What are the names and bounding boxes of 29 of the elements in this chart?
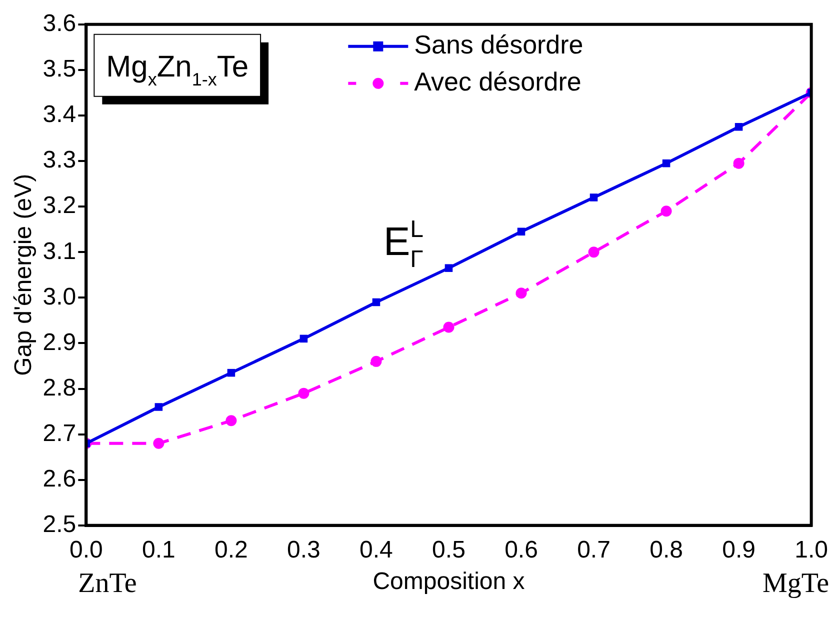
y-tick-label: 3.0 [42,283,76,310]
y-tick-label: 3.6 [42,10,76,38]
x-tick-label: 0.1 [142,536,176,564]
text: MgTe [762,568,830,599]
x-tick-label: 0.8 [650,536,683,564]
x-tick-label: 0.9 [722,536,756,564]
x-tick-label: 0.5 [432,536,466,564]
legend-label: Sans désordre [414,30,584,60]
text: ZnTe [78,568,137,599]
y-tick-label: 2.9 [42,328,76,356]
legend-label: Avec désordre [414,66,582,97]
y-tick-label: 3.4 [42,101,76,128]
x-tick-label: 1.0 [794,536,828,564]
y-tick-label: 3.5 [42,56,76,83]
y-tick-label: 2.5 [42,511,76,538]
x-tick-label: 0.4 [360,536,393,564]
y-tick-label: 2.8 [42,374,76,402]
x-tick-label: 0.3 [287,536,320,564]
x-tick-label: 0.2 [214,536,248,564]
x-tick-label: 0.0 [69,536,103,564]
x-axis-title: Composition x [372,568,525,596]
y-tick-label: 3.1 [42,238,76,265]
y-tick-label: 3.2 [42,192,76,220]
x-tick-label: 0.6 [504,536,538,564]
y-tick-label: 2.7 [42,420,76,447]
y-axis-title: Gap d'énergie (eV) [10,174,38,376]
y-tick-label: 3.3 [42,146,76,174]
y-tick-label: 2.6 [42,465,76,492]
x-tick-label: 0.7 [577,536,610,564]
